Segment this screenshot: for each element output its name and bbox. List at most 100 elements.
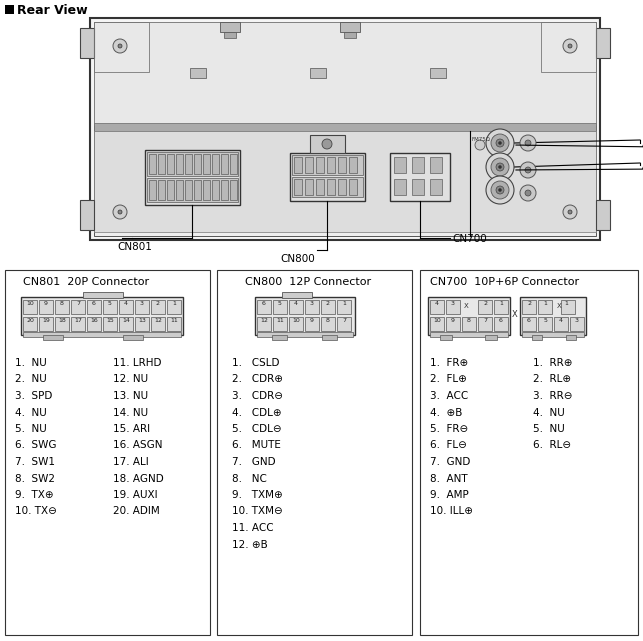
Bar (149, 180, 156, 200)
Bar (566, 335, 576, 340)
Bar (349, 179, 357, 195)
Circle shape (113, 39, 127, 53)
Bar (337, 317, 351, 331)
Text: 6: 6 (92, 301, 96, 306)
Text: 7: 7 (76, 301, 80, 306)
Bar (532, 335, 542, 340)
Circle shape (491, 181, 509, 199)
Bar (305, 300, 319, 314)
Text: X: X (512, 310, 518, 319)
Circle shape (568, 210, 572, 214)
Bar (294, 157, 302, 173)
Text: 2: 2 (326, 301, 330, 306)
Text: 1: 1 (342, 301, 346, 306)
Circle shape (496, 139, 504, 147)
Circle shape (491, 158, 509, 176)
Text: 8: 8 (467, 318, 471, 323)
Text: 12: 12 (154, 318, 162, 323)
Text: 19: 19 (42, 318, 50, 323)
Text: 1.   CSLD: 1. CSLD (232, 358, 280, 368)
Text: 9.  TX⊕: 9. TX⊕ (15, 490, 53, 500)
Text: 6.  FL⊖: 6. FL⊖ (430, 440, 467, 451)
Circle shape (525, 167, 531, 173)
Bar (596, 200, 610, 230)
Bar (305, 157, 313, 173)
Circle shape (491, 134, 509, 152)
Bar (103, 300, 117, 314)
Text: 1: 1 (499, 301, 503, 306)
Bar (149, 154, 156, 174)
Bar (289, 300, 303, 314)
Bar (321, 300, 335, 314)
Text: 9.  AMP: 9. AMP (430, 490, 469, 500)
Bar (176, 154, 183, 174)
Bar (257, 332, 353, 337)
Bar (55, 300, 69, 314)
Bar (71, 317, 85, 331)
Text: 10: 10 (26, 301, 34, 306)
Circle shape (496, 186, 504, 194)
Bar (257, 300, 271, 314)
Text: 8.  ANT: 8. ANT (430, 474, 467, 483)
Bar (94, 22, 149, 72)
Bar (158, 154, 165, 174)
Bar (412, 157, 424, 173)
Text: 6: 6 (499, 318, 503, 323)
Circle shape (322, 139, 332, 149)
Text: 8.   NC: 8. NC (232, 474, 267, 483)
Bar (151, 300, 165, 314)
Text: 8: 8 (326, 318, 330, 323)
Bar (538, 317, 552, 331)
Bar (194, 180, 201, 200)
Text: 7: 7 (342, 318, 346, 323)
Bar (273, 300, 287, 314)
Bar (103, 317, 117, 331)
Bar (430, 68, 446, 78)
Bar (158, 180, 165, 200)
Bar (273, 317, 287, 331)
Text: 18: 18 (58, 318, 66, 323)
Bar (119, 300, 133, 314)
Bar (390, 153, 450, 201)
Bar (561, 300, 575, 314)
Bar (292, 177, 363, 197)
Bar (39, 300, 53, 314)
Circle shape (118, 210, 122, 214)
Circle shape (498, 165, 502, 169)
Text: 6.  SWG: 6. SWG (15, 440, 57, 451)
Text: 4: 4 (559, 318, 563, 323)
Text: 10. ILL⊕: 10. ILL⊕ (430, 506, 473, 517)
Bar (212, 154, 219, 174)
Circle shape (486, 129, 514, 157)
Bar (167, 180, 174, 200)
Bar (212, 180, 219, 200)
Text: 5: 5 (108, 301, 112, 306)
Bar (87, 317, 101, 331)
Bar (446, 317, 460, 331)
Bar (23, 300, 37, 314)
Bar (290, 153, 365, 201)
Bar (494, 300, 508, 314)
Bar (570, 317, 584, 331)
Bar (23, 332, 181, 337)
Bar (305, 179, 313, 195)
Text: ANT(Main): ANT(Main) (642, 138, 643, 148)
Text: 5.  FR⊖: 5. FR⊖ (430, 424, 468, 434)
Bar (596, 28, 610, 58)
Bar (217, 270, 412, 635)
Bar (167, 317, 181, 331)
Text: 3: 3 (140, 301, 144, 306)
Bar (430, 300, 444, 314)
Bar (340, 22, 360, 32)
Bar (135, 300, 149, 314)
Text: FM75Ω: FM75Ω (472, 137, 491, 142)
Bar (272, 335, 287, 340)
Bar (316, 157, 324, 173)
Text: 5.  NU: 5. NU (15, 424, 47, 434)
Bar (71, 300, 85, 314)
Text: 18. AGND: 18. AGND (113, 474, 164, 483)
Bar (176, 180, 183, 200)
Text: 3: 3 (310, 301, 314, 306)
Text: 14: 14 (122, 318, 130, 323)
Text: 10: 10 (433, 318, 441, 323)
